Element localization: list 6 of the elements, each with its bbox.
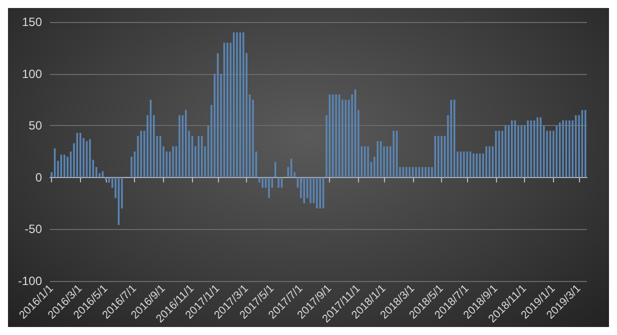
y-tick-label: 0: [35, 170, 42, 184]
y-tick-label: 50: [28, 118, 42, 133]
y-tick-label: -100: [18, 274, 42, 288]
y-tick-label: 100: [22, 66, 42, 81]
y-tick-label: -50: [24, 222, 42, 236]
y-tick-label: 150: [22, 15, 42, 29]
